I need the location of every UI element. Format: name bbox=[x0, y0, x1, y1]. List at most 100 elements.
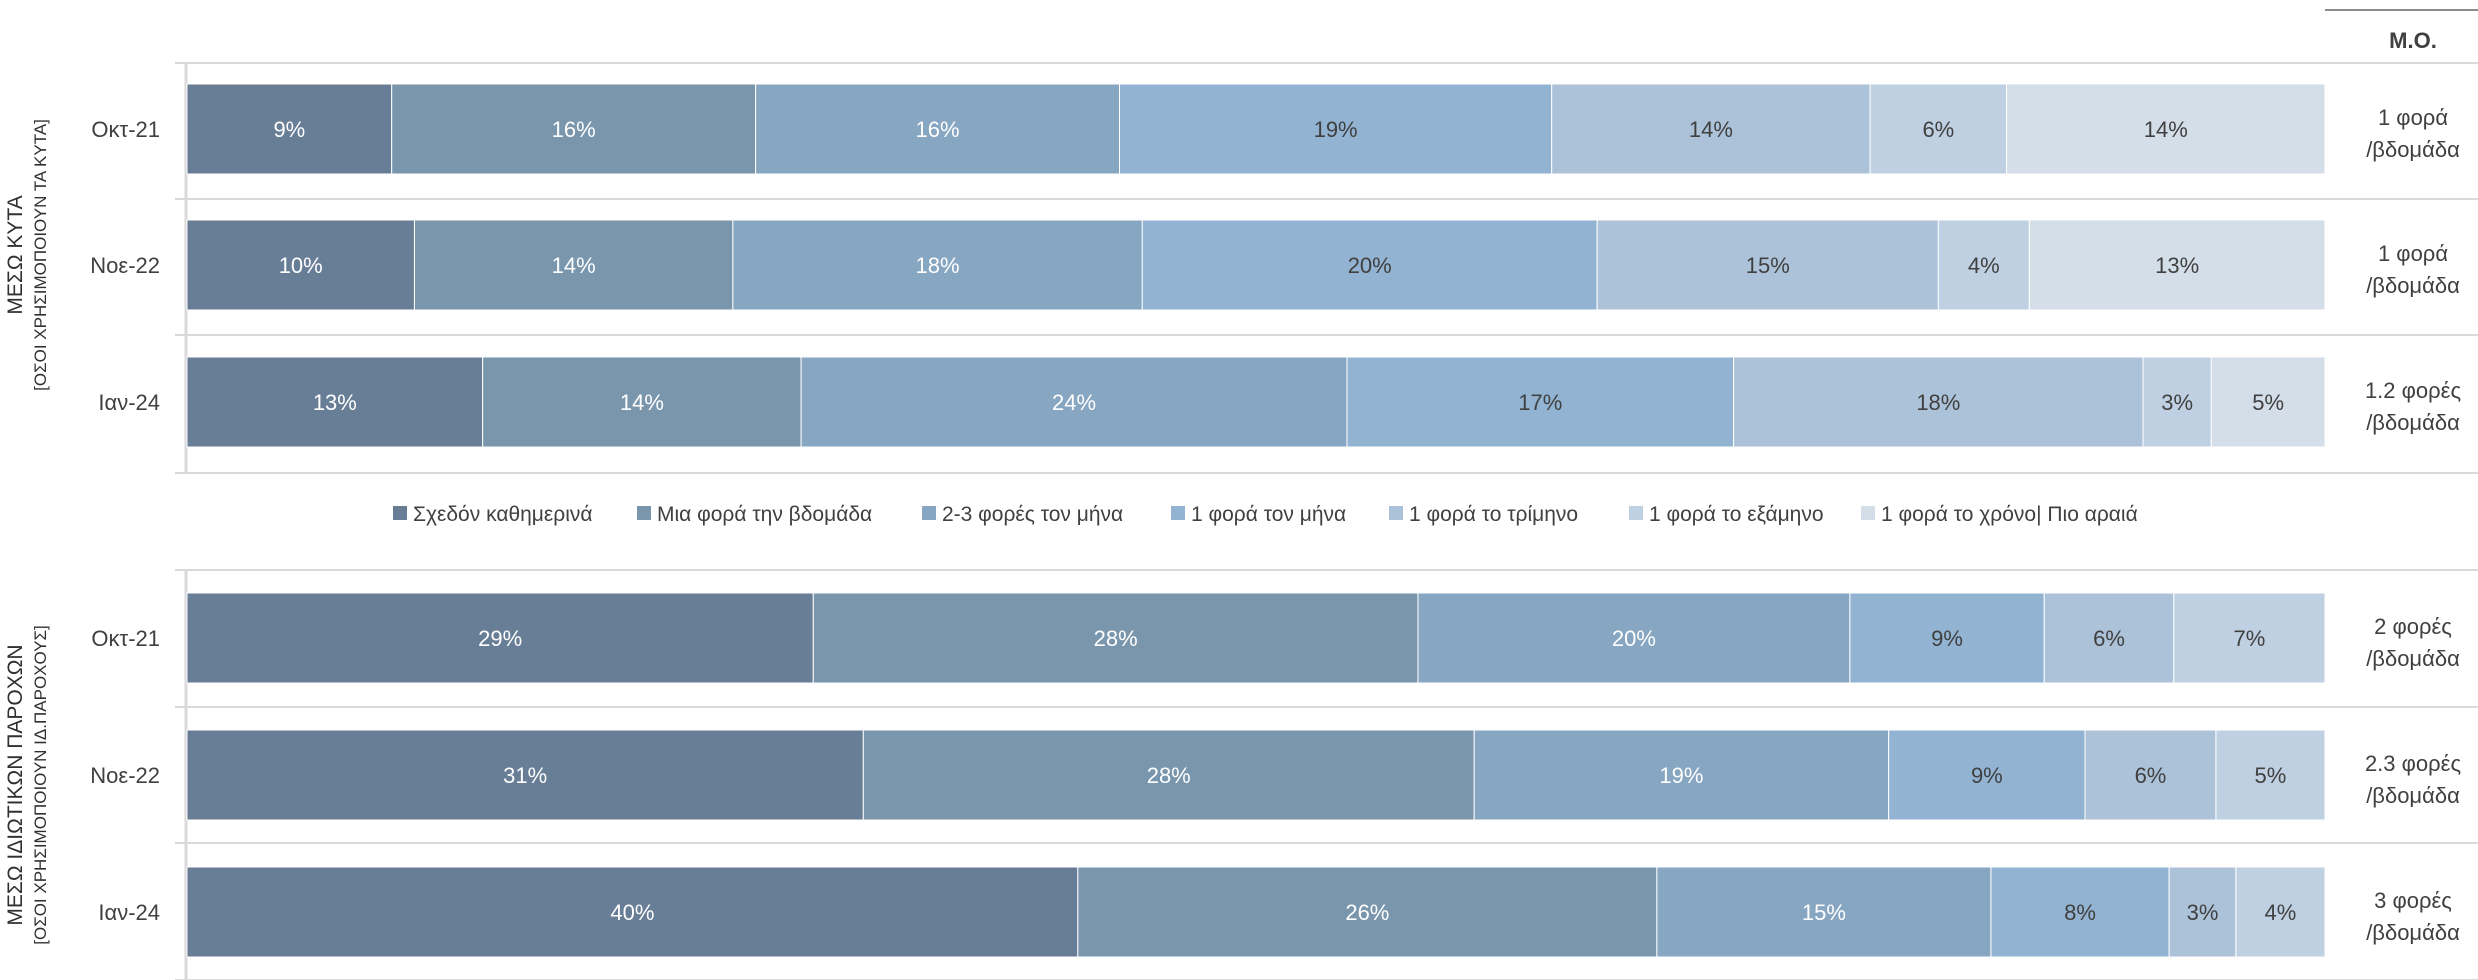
legend-swatch bbox=[1629, 506, 1643, 520]
bar-segment bbox=[186, 592, 814, 684]
legend-swatch bbox=[1861, 506, 1875, 520]
data-label: 31% bbox=[503, 763, 547, 788]
chart-1-subtitle: [ΟΣΟΙ ΧΡΗΣΙΜΟΠΟΙΟΥΝ ΤΑ ΚΥΤΑ] bbox=[31, 119, 50, 391]
mo-value-line1: 3 φορές bbox=[2374, 888, 2452, 913]
bar-segment bbox=[1990, 866, 2170, 958]
data-label: 6% bbox=[2135, 763, 2167, 788]
mo-value-line1: 2 φορές bbox=[2374, 614, 2452, 639]
data-label: 40% bbox=[610, 900, 654, 925]
legend-item: Σχεδόν καθημερινά bbox=[413, 503, 593, 526]
chart-1-title: ΜΕΣΩ ΚΥΤΑ bbox=[4, 195, 27, 314]
data-label: 10% bbox=[279, 253, 323, 278]
legend-swatch bbox=[393, 506, 407, 520]
mo-value-line1: 1 φορά bbox=[2378, 105, 2448, 130]
category-label: Ιαν-24 bbox=[98, 900, 160, 925]
data-label: 14% bbox=[552, 253, 596, 278]
legend-item: 2-3 φορές τον μήνα bbox=[942, 503, 1123, 526]
bar-segment bbox=[2043, 592, 2175, 684]
bar-segment bbox=[1551, 83, 1871, 175]
bars-layer: Οκτ-21 9% 16% 16% 19% 14% 6% 14% 1 φορά/βδομάδα Ν… bbox=[90, 62, 2478, 980]
legend: Σχεδόν καθημερινά Μια φορά την βδομάδα 2-3… bbox=[393, 503, 2138, 526]
category-label: Οκτ-21 bbox=[91, 626, 160, 651]
data-label: 14% bbox=[2144, 117, 2188, 142]
data-label: 16% bbox=[916, 117, 960, 142]
data-label: 15% bbox=[1746, 253, 1790, 278]
bar-segment bbox=[2235, 866, 2326, 958]
bar-segment bbox=[2210, 356, 2326, 448]
category-label: Νοε-22 bbox=[90, 763, 160, 788]
bar-segment bbox=[1656, 866, 1992, 958]
mo-value-line2: /βδομάδα bbox=[2366, 920, 2460, 945]
legend-swatch bbox=[1171, 506, 1185, 520]
data-label: 28% bbox=[1094, 626, 1138, 651]
mo-value-line1: 2.3 φορές bbox=[2365, 751, 2461, 776]
bar-segment bbox=[812, 592, 1419, 684]
category-label: Οκτ-21 bbox=[91, 117, 160, 142]
data-label: 20% bbox=[1612, 626, 1656, 651]
data-label: 24% bbox=[1052, 390, 1096, 415]
legend-item: Μια φορά την βδομάδα bbox=[657, 503, 872, 526]
bar-segment bbox=[1077, 866, 1658, 958]
data-label: 13% bbox=[2155, 253, 2199, 278]
bar-segment bbox=[413, 219, 734, 311]
bar-segment bbox=[1937, 219, 2030, 311]
chart-2-title: ΜΕΣΩ ΙΔΙΩΤΙΚΩΝ ΠΑΡΟΧΩΝ bbox=[4, 644, 27, 925]
data-label: 4% bbox=[2265, 900, 2297, 925]
data-label: 15% bbox=[1802, 900, 1846, 925]
mo-value-line1: 1.2 φορές bbox=[2365, 378, 2461, 403]
legend-item: 1 φορά το εξάμηνο bbox=[1649, 503, 1824, 526]
bar-segment bbox=[482, 356, 802, 448]
data-label: 19% bbox=[1314, 117, 1358, 142]
legend-swatch bbox=[637, 506, 651, 520]
data-label: 8% bbox=[2064, 900, 2096, 925]
bar-segment bbox=[1869, 83, 2008, 175]
legend-item: 1 φορά τον μήνα bbox=[1191, 503, 1346, 526]
data-label: 29% bbox=[478, 626, 522, 651]
mo-value-line2: /βδομάδα bbox=[2366, 783, 2460, 808]
bar-segment bbox=[1141, 219, 1598, 311]
mo-value-line1: 1 φορά bbox=[2378, 241, 2448, 266]
bar-segment bbox=[2028, 219, 2326, 311]
data-label: 7% bbox=[2234, 626, 2266, 651]
mo-value-line2: /βδομάδα bbox=[2366, 646, 2460, 671]
legend-item: 1 φορά το τρίμηνο bbox=[1409, 503, 1578, 526]
chart-2-subtitle: [ΟΣΟΙ ΧΡΗΣΙΜΟΠΟΙΟΥΝ ΙΔ.ΠΑΡΟΧΟΥΣ] bbox=[31, 625, 50, 945]
bar-segment bbox=[732, 219, 1143, 311]
data-label: 14% bbox=[620, 390, 664, 415]
data-label: 9% bbox=[1931, 626, 1963, 651]
bar-segment bbox=[186, 729, 864, 821]
bar-segment bbox=[1346, 356, 1735, 448]
category-label: Ιαν-24 bbox=[98, 390, 160, 415]
bar-segment bbox=[2168, 866, 2237, 958]
bar-segment bbox=[2006, 83, 2326, 175]
bar-segment bbox=[186, 356, 484, 448]
legend-swatch bbox=[1389, 506, 1403, 520]
chart-2-group-title: ΜΕΣΩ ΙΔΙΩΤΙΚΩΝ ΠΑΡΟΧΩΝ [ΟΣΟΙ ΧΡΗΣΙΜΟΠΟΙΟ… bbox=[4, 625, 50, 945]
mo-header: Μ.Ο. bbox=[2389, 28, 2437, 53]
legend-swatch bbox=[922, 506, 936, 520]
bar-segment bbox=[391, 83, 757, 175]
data-label: 3% bbox=[2187, 900, 2219, 925]
data-label: 9% bbox=[273, 117, 305, 142]
bar-segment bbox=[1733, 356, 2144, 448]
bar-segment bbox=[800, 356, 1348, 448]
bar-segment bbox=[755, 83, 1121, 175]
bar-segment bbox=[1119, 83, 1553, 175]
bar-segment bbox=[186, 83, 393, 175]
data-label: 20% bbox=[1348, 253, 1392, 278]
data-label: 5% bbox=[2252, 390, 2284, 415]
data-label: 14% bbox=[1689, 117, 1733, 142]
data-label: 18% bbox=[916, 253, 960, 278]
bar-segment bbox=[186, 219, 415, 311]
data-label: 13% bbox=[313, 390, 357, 415]
data-label: 18% bbox=[1916, 390, 1960, 415]
data-label: 4% bbox=[1968, 253, 2000, 278]
bar-segment bbox=[1473, 729, 1890, 821]
mo-value-line2: /βδομάδα bbox=[2366, 410, 2460, 435]
data-label: 17% bbox=[1518, 390, 1562, 415]
mo-value-line2: /βδομάδα bbox=[2366, 137, 2460, 162]
legend-item: 1 φορά το χρόνο| Πιο αραιά bbox=[1881, 503, 2138, 526]
data-label: 5% bbox=[2255, 763, 2287, 788]
bar-segment bbox=[862, 729, 1475, 821]
